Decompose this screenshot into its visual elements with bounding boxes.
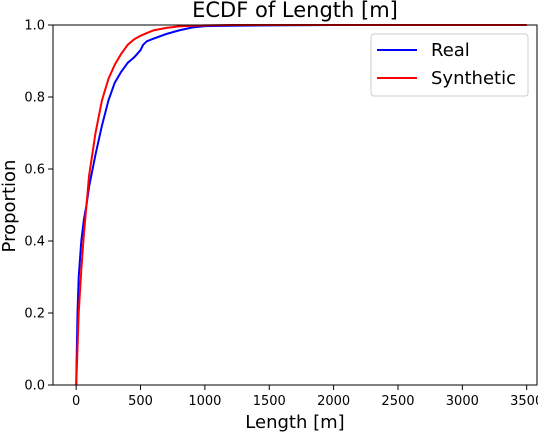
y-tick-label: 0.8 xyxy=(24,91,45,106)
x-tick-label: 0 xyxy=(72,394,80,409)
legend-label-real: Real xyxy=(431,40,470,61)
x-tick-label: 3000 xyxy=(446,394,479,409)
y-tick-label: 0.2 xyxy=(24,307,45,322)
y-tick-label: 0.0 xyxy=(24,379,45,394)
axes-frame xyxy=(52,24,538,386)
x-tick-label: 500 xyxy=(128,394,153,409)
x-axis-label: Length [m] xyxy=(245,412,344,432)
legend-label-synthetic: Synthetic xyxy=(431,68,516,89)
y-axis-label: Proportion xyxy=(0,160,20,253)
y-tick-label: 1.0 xyxy=(24,19,45,34)
y-tick-label: 0.4 xyxy=(24,235,45,250)
y-tick-label: 0.6 xyxy=(24,163,45,178)
x-tick-label: 2500 xyxy=(381,394,414,409)
x-tick-label: 2000 xyxy=(317,394,350,409)
chart-title: ECDF of Length [m] xyxy=(192,0,398,22)
x-tick-label: 1500 xyxy=(253,394,286,409)
x-tick-label: 1000 xyxy=(188,394,221,409)
legend: Real Synthetic xyxy=(370,33,529,97)
